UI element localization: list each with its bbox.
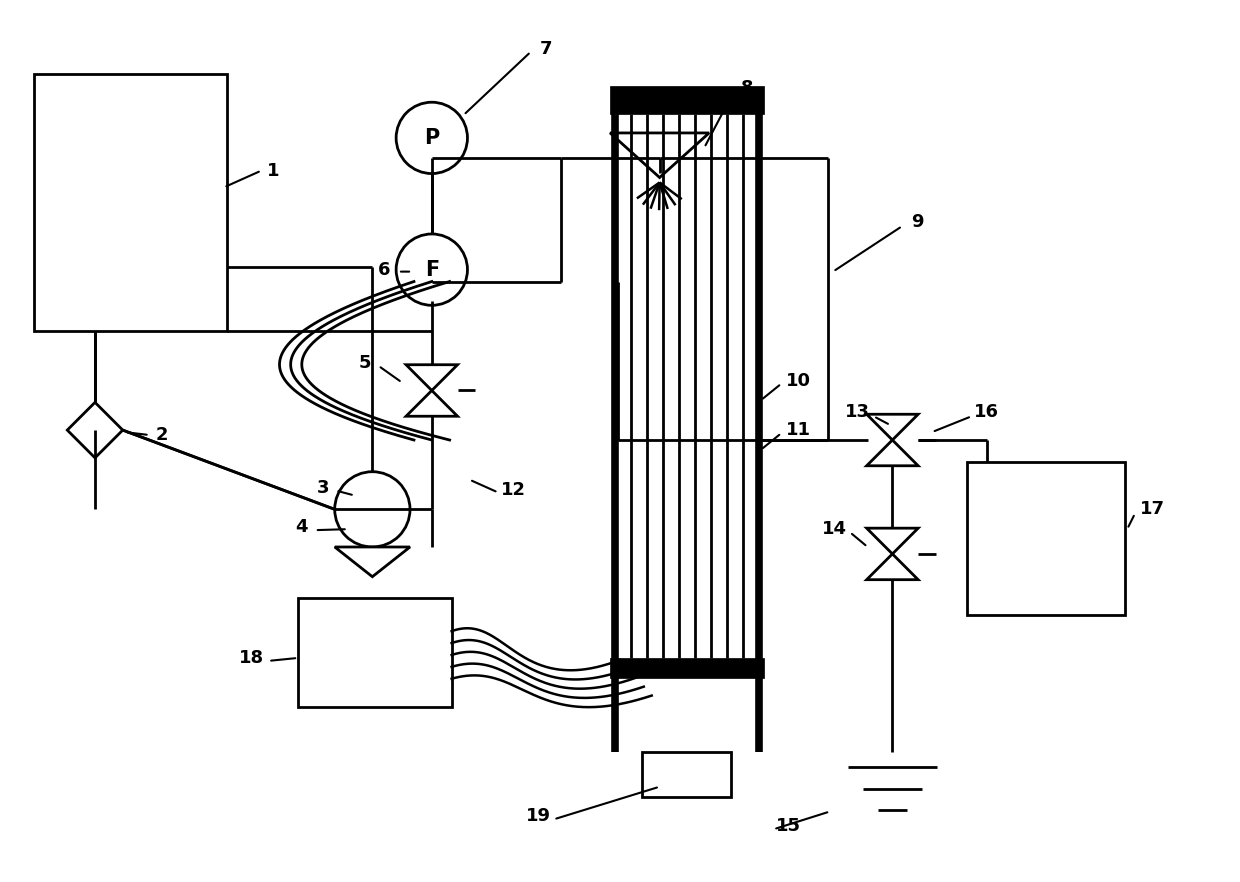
- Text: 14: 14: [821, 520, 847, 538]
- Text: 1: 1: [267, 161, 279, 180]
- Polygon shape: [867, 415, 918, 440]
- Polygon shape: [335, 547, 410, 577]
- Circle shape: [396, 102, 467, 174]
- Polygon shape: [867, 440, 918, 466]
- Text: 2: 2: [156, 426, 169, 444]
- Polygon shape: [405, 391, 458, 416]
- Text: 19: 19: [526, 807, 552, 826]
- Bar: [967, 462, 1125, 616]
- Text: 11: 11: [786, 421, 811, 439]
- Polygon shape: [67, 402, 123, 458]
- Bar: [298, 599, 451, 707]
- Circle shape: [335, 472, 410, 547]
- Text: 17: 17: [1141, 500, 1166, 519]
- Bar: [33, 73, 227, 331]
- Text: 8: 8: [740, 79, 753, 97]
- Polygon shape: [867, 554, 918, 579]
- Polygon shape: [867, 528, 918, 554]
- Text: 6: 6: [378, 261, 391, 279]
- Text: 3: 3: [316, 479, 329, 497]
- Text: 7: 7: [539, 40, 552, 57]
- Polygon shape: [405, 365, 458, 391]
- Text: 18: 18: [239, 649, 264, 667]
- Text: 4: 4: [295, 519, 308, 536]
- Text: 13: 13: [846, 403, 870, 422]
- Polygon shape: [610, 133, 709, 177]
- Bar: [610, 658, 764, 677]
- Text: P: P: [424, 128, 439, 148]
- Text: 15: 15: [776, 818, 801, 835]
- Text: F: F: [424, 259, 439, 280]
- Text: 16: 16: [973, 403, 999, 422]
- Bar: [642, 752, 732, 796]
- Text: 9: 9: [911, 213, 924, 231]
- Circle shape: [396, 234, 467, 305]
- Text: 10: 10: [786, 371, 811, 390]
- Text: 5: 5: [358, 354, 371, 371]
- Text: 12: 12: [501, 481, 526, 498]
- Bar: [610, 86, 764, 114]
